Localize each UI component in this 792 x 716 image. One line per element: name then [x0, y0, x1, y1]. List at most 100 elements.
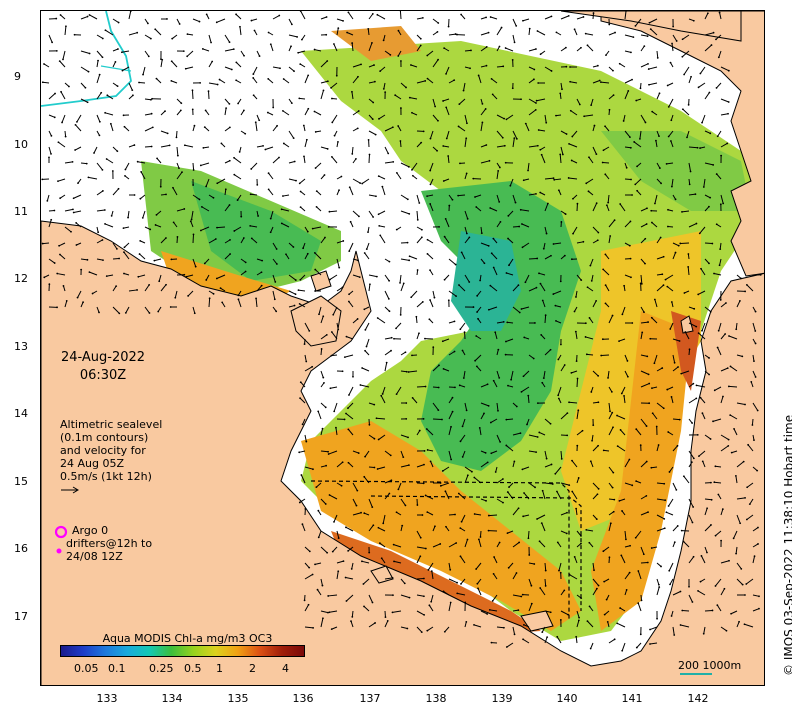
velocity-arrow: [461, 514, 466, 522]
velocity-arrow-head: [373, 64, 375, 66]
velocity-arrow-head: [290, 102, 293, 105]
velocity-arrow-head: [728, 335, 730, 337]
velocity-arrow: [80, 16, 88, 20]
velocity-arrow-head: [400, 107, 402, 109]
velocity-arrow: [576, 98, 581, 105]
velocity-arrow-head: [357, 75, 359, 78]
velocity-arrow-head: [658, 135, 660, 138]
velocity-arrow: [400, 450, 404, 458]
velocity-arrow: [110, 123, 114, 132]
velocity-arrow-head: [481, 121, 484, 124]
velocity-arrow: [671, 396, 674, 404]
velocity-arrow-head: [670, 615, 673, 617]
velocity-arrow-head: [331, 97, 333, 100]
velocity-arrow-head: [470, 49, 472, 52]
map-canvas[interactable]: [41, 11, 765, 686]
velocity-arrow: [464, 237, 470, 244]
velocity-arrow-head: [553, 178, 556, 181]
velocity-arrow-head: [341, 370, 344, 373]
velocity-arrow: [350, 221, 354, 228]
velocity-arrow: [653, 354, 658, 364]
velocity-arrow: [496, 194, 500, 203]
velocity-arrow-head: [528, 554, 531, 556]
velocity-arrow: [429, 299, 434, 308]
velocity-arrow: [624, 482, 633, 486]
velocity-arrow-head: [443, 278, 446, 281]
velocity-arrow: [716, 173, 722, 180]
velocity-arrow: [409, 255, 418, 260]
velocity-arrow-head: [465, 232, 468, 235]
velocity-arrow-head: [523, 492, 525, 494]
velocity-arrow-head: [575, 635, 578, 638]
velocity-arrow: [272, 290, 276, 300]
velocity-arrow-head: [408, 259, 411, 262]
velocity-arrow-head: [140, 170, 143, 173]
velocity-arrow-head: [672, 25, 675, 28]
velocity-arrow-head: [576, 202, 579, 205]
velocity-arrow: [400, 82, 407, 88]
velocity-arrow: [408, 370, 418, 373]
velocity-arrow: [539, 283, 546, 292]
velocity-arrow: [176, 162, 180, 169]
velocity-arrow-head: [192, 184, 195, 186]
velocity-arrow-head: [498, 166, 501, 169]
velocity-arrow-head: [539, 53, 542, 56]
velocity-arrow-head: [416, 218, 419, 221]
velocity-arrow: [619, 607, 626, 612]
velocity-arrow: [208, 82, 218, 86]
velocity-arrow-head: [249, 224, 252, 227]
velocity-arrow: [74, 146, 82, 151]
velocity-arrow: [542, 490, 546, 500]
velocity-arrow-head: [575, 507, 578, 510]
velocity-arrow-head: [109, 122, 112, 125]
velocity-arrow-head: [519, 208, 522, 211]
velocity-arrow-head: [84, 86, 87, 89]
velocity-arrow: [668, 130, 674, 137]
lat-label: 15: [14, 475, 28, 488]
velocity-arrow-head: [447, 299, 450, 302]
velocity-arrow-head: [718, 264, 721, 267]
velocity-arrow: [560, 590, 565, 596]
map-frame[interactable]: [40, 10, 765, 686]
velocity-arrow-head: [745, 518, 748, 521]
velocity-arrow-head: [411, 396, 414, 399]
velocity-arrow-head: [456, 33, 458, 36]
velocity-arrow-head: [235, 13, 237, 16]
velocity-arrow-head: [565, 65, 568, 68]
velocity-arrow: [608, 235, 611, 244]
velocity-arrow: [512, 138, 515, 148]
velocity-arrow: [73, 194, 82, 199]
velocity-arrow-head: [255, 297, 257, 300]
velocity-arrow: [347, 429, 354, 436]
velocity-arrow-head: [408, 255, 411, 258]
velocity-arrow: [528, 257, 538, 260]
velocity-arrow: [224, 126, 231, 132]
velocity-arrow: [352, 274, 360, 278]
velocity-arrow-head: [459, 162, 461, 165]
velocity-arrow: [301, 34, 306, 40]
velocity-arrow-head: [626, 375, 629, 378]
velocity-arrow-head: [437, 58, 439, 61]
velocity-arrow: [412, 397, 418, 404]
velocity-arrow-head: [621, 313, 624, 316]
velocity-arrow-head: [487, 31, 490, 34]
velocity-arrow-head: [317, 536, 320, 539]
velocity-arrow-head: [344, 576, 347, 579]
velocity-arrow-head: [141, 216, 144, 219]
velocity-arrow: [298, 289, 306, 292]
velocity-arrow: [304, 466, 314, 470]
velocity-arrow-head: [426, 77, 429, 80]
velocity-arrow: [701, 114, 706, 123]
velocity-arrow-head: [604, 173, 607, 176]
velocity-arrow: [672, 626, 675, 636]
velocity-arrow: [432, 18, 439, 24]
velocity-arrow-head: [687, 265, 690, 268]
velocity-arrow: [510, 370, 514, 380]
velocity-arrow: [682, 108, 690, 116]
velocity-arrow-head: [327, 450, 329, 453]
velocity-arrow: [368, 98, 374, 103]
velocity-arrow-head: [426, 629, 429, 632]
velocity-arrow-head: [699, 147, 701, 149]
velocity-arrow-head: [694, 193, 697, 196]
velocity-arrow-head: [515, 137, 518, 140]
